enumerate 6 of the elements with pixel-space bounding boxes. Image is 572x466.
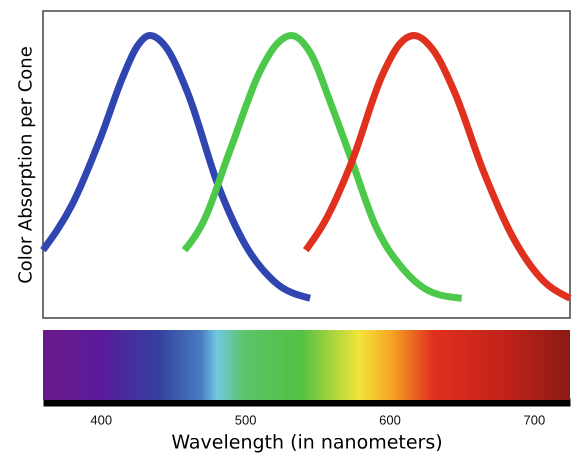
x-axis-title: Wavelength (in nanometers) <box>171 432 443 454</box>
x-tick-label: 500 <box>234 412 256 428</box>
y-axis-title: Color Absorption per Cone <box>16 46 36 284</box>
x-tick-label: 700 <box>524 412 546 428</box>
x-tick-label: 400 <box>90 412 112 428</box>
x-tick-label: 600 <box>379 412 401 428</box>
